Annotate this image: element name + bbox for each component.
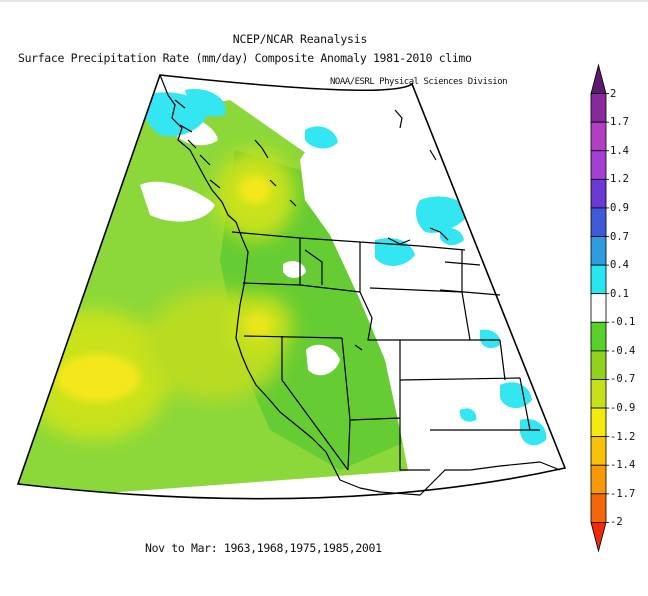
colorbar-tick-label: 0.9 [610, 201, 629, 214]
colorbar-tick-label: 0.4 [610, 259, 629, 272]
colorbar-swatch [590, 493, 607, 523]
colorbar-tick-label: 1.4 [610, 144, 629, 157]
colorbar-swatch [590, 379, 607, 409]
colorbar-tick-label: -1.7 [610, 487, 636, 500]
colorbar-swatch [590, 207, 607, 237]
boundary-lines [159, 74, 561, 496]
colorbar-tick-label: 1.7 [610, 116, 629, 129]
colorbar-swatch [590, 293, 607, 323]
colorbar-swatch [590, 236, 607, 266]
colorbar-tick-label: -2 [610, 516, 623, 529]
credit-label: NOAA/ESRL Physical Sciences Division [330, 77, 508, 87]
colorbar-tick-label: -0.4 [610, 344, 636, 357]
anomaly-field [18, 89, 560, 499]
colorbar-tick-label: -0.1 [610, 316, 636, 329]
colorbar-swatch [590, 150, 607, 180]
colorbar-swatch [590, 407, 607, 438]
colorbar-swatch [590, 436, 607, 466]
map-subtitle: Surface Precipitation Rate (mm/day) Comp… [18, 51, 472, 65]
colorbar-tick-label: 2 [610, 87, 617, 100]
colorbar-tick-label: -1.4 [610, 459, 636, 472]
colorbar-swatch [590, 264, 607, 295]
colorbar-swatch [590, 121, 607, 152]
top-rule [0, 0, 648, 2]
colorbar-tick-label: -1.2 [610, 430, 636, 443]
colorbar-swatch [590, 93, 607, 123]
map-title: NCEP/NCAR Reanalysis [232, 32, 368, 46]
colorbar-tick-label: 1.2 [610, 173, 629, 186]
domain-outline [16, 74, 567, 500]
colorbar-swatch [590, 178, 607, 209]
colorbar-tick-label: 0.7 [610, 230, 629, 243]
colorbar-tick-label: 0.1 [610, 287, 629, 300]
footer-note: Nov to Mar: 1963,1968,1975,1985,2001 [145, 541, 382, 555]
colorbar-swatch [590, 350, 607, 380]
colorbar-tick-label: -0.9 [610, 402, 636, 415]
colorbar [590, 63, 609, 553]
colorbar-swatch [590, 464, 607, 495]
colorbar-tick-label: -0.7 [610, 373, 636, 386]
colorbar-swatch [590, 321, 607, 352]
colorbar-swatch [590, 522, 607, 553]
colorbar-swatch [590, 63, 607, 94]
